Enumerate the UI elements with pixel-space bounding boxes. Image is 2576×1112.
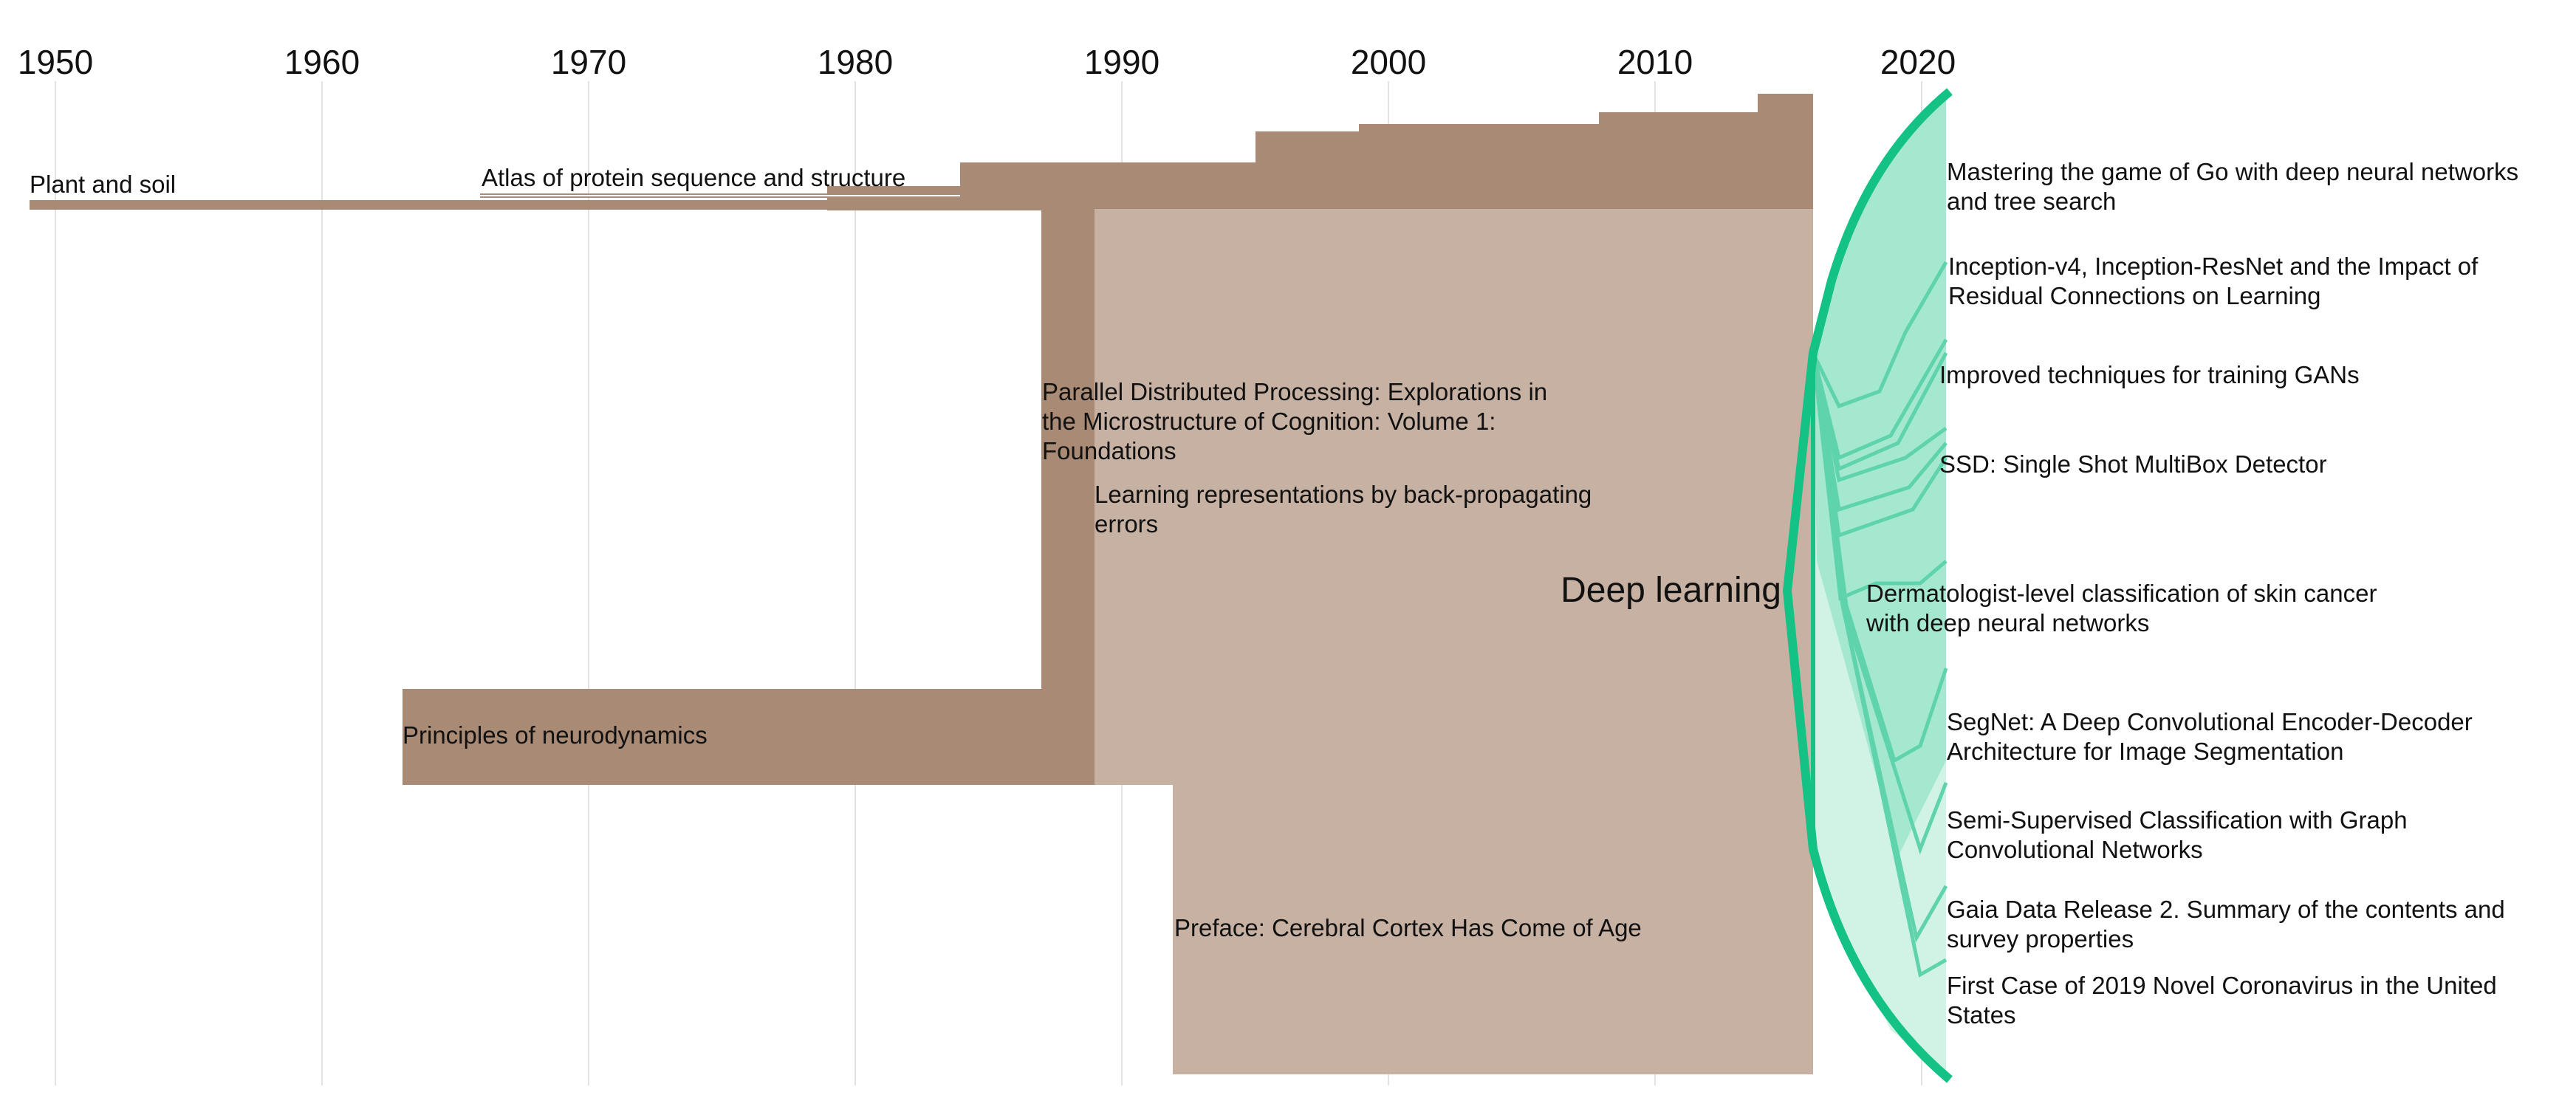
reference-top-band xyxy=(827,94,1813,210)
atlas-band xyxy=(480,193,1706,198)
curve-covid xyxy=(1811,352,1948,978)
year-axis: 1950 1960 1970 1980 1990 2000 2010 2020 xyxy=(18,43,1956,81)
neurodynamics-band xyxy=(402,689,1095,785)
label-derm-line1: Dermatologist-level classification of sk… xyxy=(1866,580,2377,607)
plant-and-soil-band xyxy=(30,200,1813,210)
citing-curves xyxy=(1811,261,1948,978)
label-covid-line2: States xyxy=(1947,1001,2016,1029)
label-segnet-line1: SegNet: A Deep Convolutional Encoder-Dec… xyxy=(1947,708,2473,735)
year-label-1970: 1970 xyxy=(551,43,626,81)
label-parallel-line2: the Microstructure of Cognition: Volume … xyxy=(1042,408,1496,435)
citing-fan-upper xyxy=(1813,95,1946,857)
cerebral-cortex-band xyxy=(1173,783,1813,1074)
label-gcn-line1: Semi-Supervised Classification with Grap… xyxy=(1947,806,2408,834)
label-segnet-line2: Architecture for Image Segmentation xyxy=(1947,738,2343,765)
deep-learning-inflow-body xyxy=(1095,209,1813,785)
label-gans: Improved techniques for training GANs xyxy=(1939,361,2360,388)
year-label-2010: 2010 xyxy=(1617,43,1693,81)
label-covid-line1: First Case of 2019 Novel Coronavirus in … xyxy=(1947,972,2497,999)
citing-outer-boundary xyxy=(1783,88,1953,1083)
label-parallel-line1: Parallel Distributed Processing: Explora… xyxy=(1042,378,1547,405)
year-label-2020: 2020 xyxy=(1880,43,1956,81)
label-go-line2: and tree search xyxy=(1947,188,2116,215)
label-ssd: SSD: Single Shot MultiBox Detector xyxy=(1939,450,2327,478)
reference-stream xyxy=(30,94,1813,1074)
curve-inception xyxy=(1811,261,1948,409)
label-gaia-line1: Gaia Data Release 2. Summary of the cont… xyxy=(1947,896,2505,923)
year-label-1990: 1990 xyxy=(1084,43,1159,81)
label-atlas: Atlas of protein sequence and structure xyxy=(482,164,905,191)
label-inception-line1: Inception-v4, Inception-ResNet and the I… xyxy=(1948,253,2479,280)
citing-stream xyxy=(1783,88,1953,1083)
year-label-1950: 1950 xyxy=(18,43,93,81)
label-deep-learning: Deep learning xyxy=(1561,571,1781,610)
label-backprop-line2: errors xyxy=(1095,510,1158,538)
year-label-1960: 1960 xyxy=(284,43,360,81)
label-gaia-line2: survey properties xyxy=(1947,925,2134,953)
curve-segnet xyxy=(1811,352,1948,763)
year-label-1980: 1980 xyxy=(818,43,893,81)
label-parallel-line3: Foundations xyxy=(1042,437,1176,464)
label-derm-line2: with deep neural networks xyxy=(1866,609,2149,636)
label-go-line1: Mastering the game of Go with deep neura… xyxy=(1947,158,2518,185)
reference-labels: Plant and soil Atlas of protein sequence… xyxy=(30,164,1781,941)
label-backprop-line1: Learning representations by back-propaga… xyxy=(1095,481,1592,508)
citing-labels: Mastering the game of Go with deep neura… xyxy=(1866,158,2518,1029)
label-cortex: Preface: Cerebral Cortex Has Come of Age xyxy=(1174,914,1642,941)
label-plant-and-soil: Plant and soil xyxy=(30,171,176,198)
label-neurodynamics: Principles of neurodynamics xyxy=(402,721,708,749)
label-inception-line2: Residual Connections on Learning xyxy=(1948,282,2321,309)
year-label-2000: 2000 xyxy=(1351,43,1426,81)
curve-ssd xyxy=(1811,352,1948,483)
label-gcn-line2: Convolutional Networks xyxy=(1947,836,2203,863)
